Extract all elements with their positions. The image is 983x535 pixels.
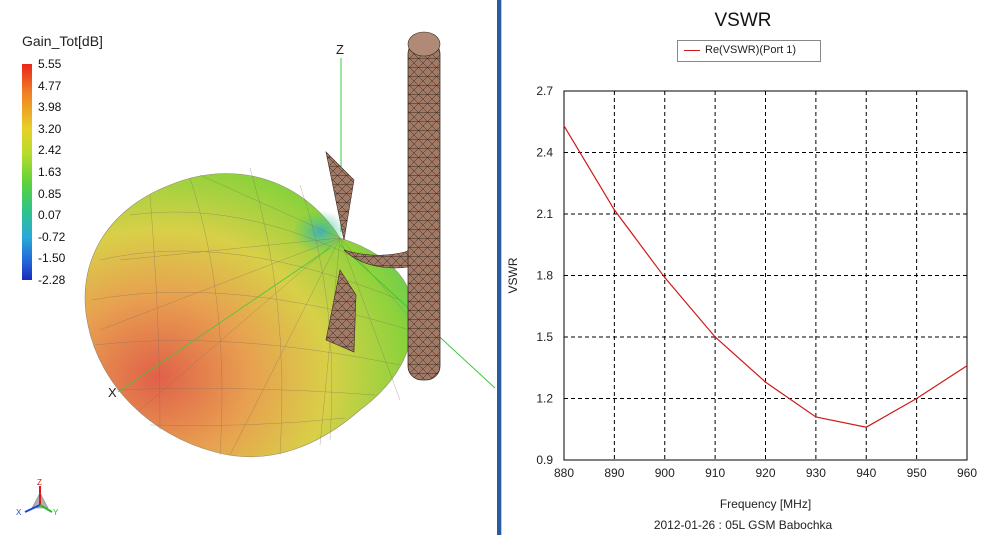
radiation-pattern-view[interactable]: Gain_Tot[dB] 5.55 4.77 3.98 3.20 2.42 1.63 0.8… <box>0 0 497 535</box>
y-tick-label: 0.9 <box>536 453 553 467</box>
gain-scale-label: 1.63 <box>38 165 62 179</box>
vswr-data-point <box>865 426 868 429</box>
gain-scale-label: 4.77 <box>38 78 62 93</box>
x-tick-label: 930 <box>806 466 826 480</box>
vswr-data-point <box>714 336 716 338</box>
y-axis-title: VSWR <box>506 257 520 293</box>
y-tick-label: 1.5 <box>536 330 553 344</box>
gain-scale-label: 5.55 <box>38 57 62 71</box>
pattern-canvas: Z <box>16 31 496 517</box>
z-axis-label: Z <box>336 42 344 57</box>
gain-scale-label: 0.85 <box>38 186 62 201</box>
antenna-model <box>325 31 441 381</box>
orientation-triad: Z X Y <box>16 478 59 517</box>
gain-color-scale <box>22 64 32 280</box>
x-axis-label: X <box>108 385 117 400</box>
vswr-data-point <box>563 125 565 127</box>
chart-title: VSWR <box>714 10 772 31</box>
gain-scale-label: 0.07 <box>38 208 62 223</box>
vswr-plot-window[interactable]: VSWR Re(VSWR)(Port 1) 880 890 900 910 920 930… <box>501 0 983 535</box>
triad-y-label: Y <box>53 508 59 517</box>
gain-scale-label: 3.20 <box>38 121 62 136</box>
gain-scale-label: -2.28 <box>38 273 66 287</box>
y-tick-label: 2.7 <box>536 84 553 98</box>
vswr-data-point <box>764 381 767 383</box>
gain-scale-label: -1.50 <box>38 251 66 266</box>
vswr-chart: 880 890 900 910 920 930 940 950 960 2.7 2.4 2.1 1.8 1… <box>506 84 977 511</box>
legend-label-series-1: Re(VSWR)(Port 1) <box>705 44 797 56</box>
x-axis-title: Frequency [MHz] <box>720 497 811 511</box>
chart-legend[interactable]: Re(VSWR)(Port 1) <box>677 40 821 62</box>
legend-swatch-series-1 <box>684 50 700 51</box>
x-tick-label: 920 <box>755 466 775 480</box>
y-tick-label: 2.1 <box>536 207 553 221</box>
plot-footer: 2012-01-26 : 05L GSM Babochka <box>653 518 833 532</box>
y-tick-label: 1.2 <box>536 392 553 406</box>
vswr-data-point <box>613 209 616 211</box>
y-tick-label: 1.8 <box>536 269 553 283</box>
gain-scale-label: -0.72 <box>38 229 66 244</box>
triad-x-label: X <box>16 508 22 517</box>
triad-z-label: Z <box>37 478 42 487</box>
y-tick-label: 2.4 <box>536 146 553 160</box>
x-tick-label: 960 <box>957 466 977 480</box>
x-tick-label: 880 <box>554 466 574 480</box>
x-tick-label: 890 <box>604 466 624 480</box>
vswr-data-point <box>815 416 817 418</box>
vswr-data-point <box>915 397 918 400</box>
gain-scale-label: 2.42 <box>38 143 62 158</box>
x-tick-label: 900 <box>655 466 675 480</box>
gain-legend-title: Gain_Tot[dB] <box>22 33 103 49</box>
x-tick-label: 950 <box>907 466 927 480</box>
pane-divider[interactable] <box>497 0 501 535</box>
radiation-lobe <box>84 167 414 458</box>
gain-scale-label: 3.98 <box>38 100 62 115</box>
x-tick-label: 940 <box>856 466 876 480</box>
x-axis-line <box>117 247 331 393</box>
x-tick-label: 910 <box>705 466 725 480</box>
vswr-data-point <box>663 276 666 279</box>
vswr-data-point <box>966 364 968 367</box>
